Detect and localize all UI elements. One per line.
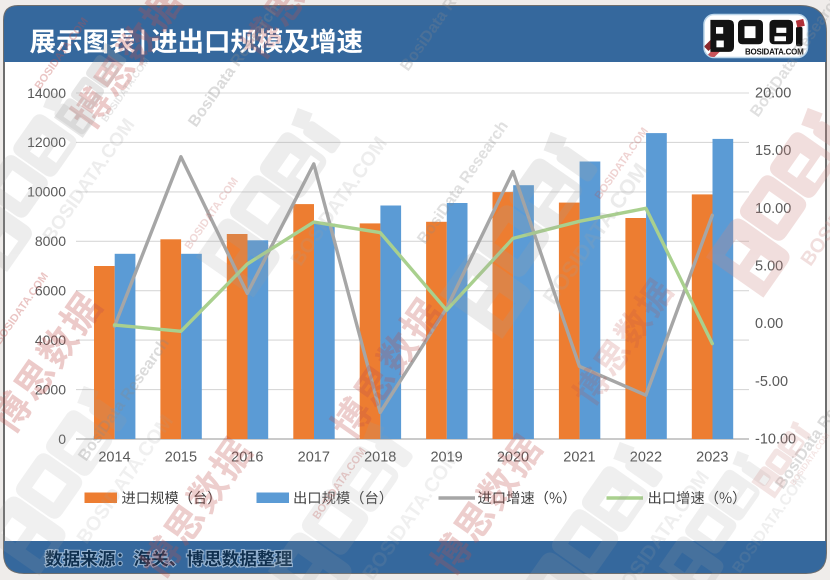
svg-text:2014: 2014 [98, 450, 130, 466]
svg-text:2021: 2021 [563, 450, 595, 466]
svg-text:2015: 2015 [165, 450, 197, 466]
svg-text:BOSIDATA.COM: BOSIDATA.COM [745, 48, 804, 57]
svg-text:2023: 2023 [696, 450, 728, 466]
svg-text:10.00: 10.00 [755, 201, 791, 217]
svg-text:0.00: 0.00 [755, 316, 783, 332]
svg-text:-5.00: -5.00 [755, 374, 788, 390]
svg-text:2017: 2017 [298, 450, 330, 466]
